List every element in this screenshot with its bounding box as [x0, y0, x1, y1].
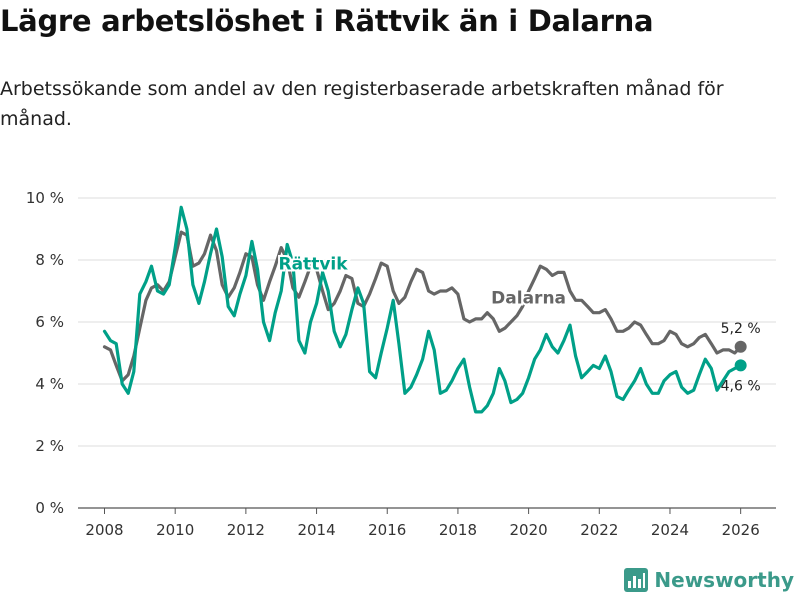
y-tick-label: 6 %: [35, 313, 64, 331]
y-tick-label: 2 %: [35, 437, 64, 455]
chart-title: Lägre arbetslöshet i Rättvik än i Dalarn…: [0, 4, 654, 38]
y-axis: 0 % 2 % 4 % 6 % 8 % 10 %: [26, 189, 64, 517]
x-tick-label: 2020: [510, 521, 548, 539]
series-labels: Dalarna 5,2 % Rättvik 4,6 %: [277, 252, 761, 394]
x-tick-label: 2008: [85, 521, 123, 539]
end-value-label-rättvik: 4,6 %: [721, 378, 761, 394]
y-tick-label: 8 %: [35, 251, 64, 269]
end-value-label-dalarna: 5,2 %: [721, 321, 761, 337]
series-label-rättvik: Rättvik: [279, 254, 349, 274]
x-tick-label: 2014: [297, 521, 335, 539]
x-tick-label: 2026: [722, 521, 760, 539]
x-tick-label: 2016: [368, 521, 406, 539]
x-tick-label: 2010: [156, 521, 194, 539]
x-tick-label: 2012: [227, 521, 265, 539]
x-tick-label: 2022: [580, 521, 618, 539]
series-line-dalarna: [102, 230, 743, 383]
y-tick-label: 10 %: [26, 189, 64, 207]
series-lines: [102, 205, 743, 414]
y-tick-label: 0 %: [35, 499, 64, 517]
gridlines: [78, 197, 776, 509]
end-point-rättvik: [734, 359, 747, 372]
series-label-dalarna: Dalarna: [491, 288, 566, 308]
x-tick-label: 2018: [439, 521, 477, 539]
bar-chart-icon: [624, 568, 649, 592]
y-tick-label: 4 %: [35, 375, 64, 393]
brand-name: Newsworthy: [654, 568, 794, 592]
end-point-dalarna: [734, 340, 747, 353]
series-line-rättvik: [102, 205, 743, 414]
x-axis: 2008 2010 2012 2014 2016 2018 2020 2022 2024 2026: [85, 508, 760, 539]
brand-logo: Newsworthy: [624, 568, 794, 592]
x-tick-label: 2024: [651, 521, 689, 539]
chart-subtitle: Arbetssökande som andel av den registerb…: [0, 78, 724, 130]
